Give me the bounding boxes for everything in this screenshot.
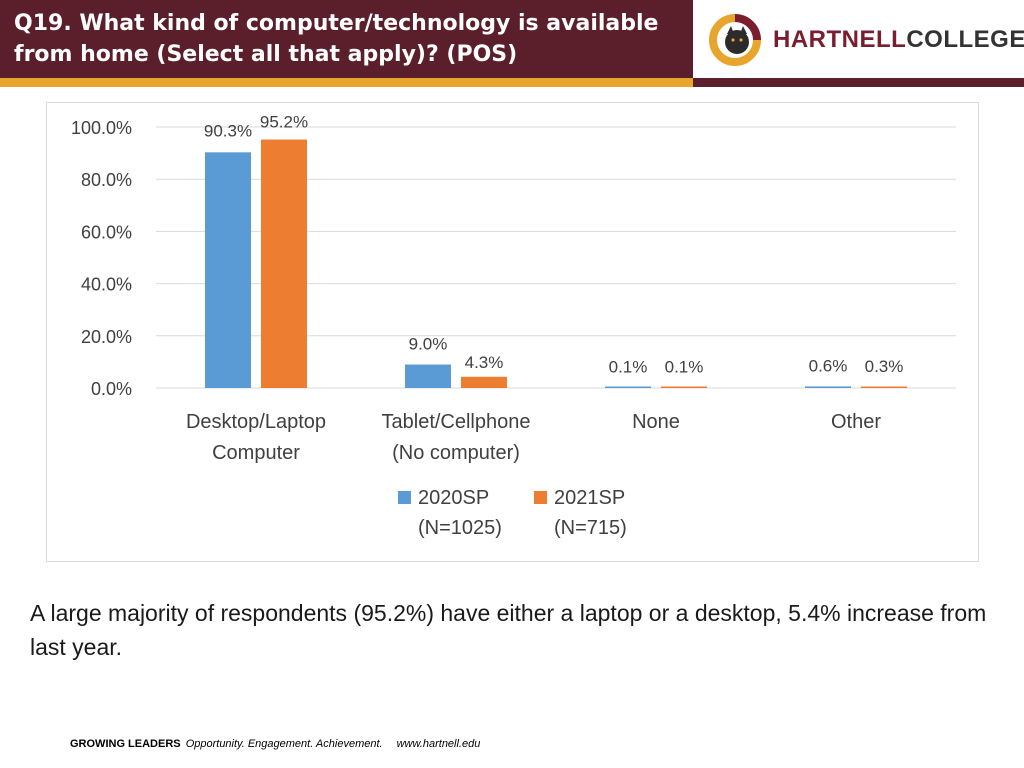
- bar-2020sp: [805, 386, 851, 388]
- header-accent-strip: [0, 78, 1024, 87]
- legend-label: (N=715): [554, 517, 627, 539]
- header-right-strip: [693, 78, 1024, 87]
- y-tick-label: 60.0%: [81, 222, 132, 242]
- data-label: 4.3%: [465, 353, 504, 372]
- page-title: Q19. What kind of computer/technology is…: [14, 11, 659, 67]
- header-banner: Q19. What kind of computer/technology is…: [0, 0, 693, 78]
- y-tick-label: 100.0%: [71, 118, 132, 138]
- logo-text-college: COLLEGE: [906, 26, 1024, 53]
- y-tick-label: 0.0%: [91, 379, 132, 399]
- y-tick-label: 20.0%: [81, 327, 132, 347]
- bar-2020sp: [605, 386, 651, 388]
- data-label: 9.0%: [409, 335, 448, 354]
- footer-brand: GROWING LEADERS: [70, 738, 181, 750]
- legend-label: 2020SP: [418, 487, 489, 509]
- y-tick-label: 40.0%: [81, 275, 132, 295]
- legend-swatch-2021sp: [534, 491, 547, 504]
- logo: HARTNELLCOLLEGE: [693, 0, 1024, 78]
- x-category-label: Desktop/Laptop: [186, 411, 326, 433]
- data-label: 90.3%: [204, 121, 252, 140]
- footer-url: www.hartnell.edu: [396, 738, 481, 750]
- x-category-label: (No computer): [392, 442, 520, 464]
- bar-2021sp: [461, 376, 507, 388]
- bar-2020sp: [205, 152, 251, 388]
- bar-2021sp: [661, 386, 707, 388]
- legend-label: 2021SP: [554, 487, 625, 509]
- logo-text-hartnell: HARTNELL: [773, 26, 907, 53]
- bar-2021sp: [861, 386, 907, 388]
- data-label: 0.1%: [665, 358, 704, 377]
- legend-label: (N=1025): [418, 517, 502, 539]
- panther-logo-icon: [709, 14, 761, 66]
- bar-2021sp: [261, 139, 307, 388]
- footer-motto: Opportunity. Engagement. Achievement.: [185, 738, 383, 750]
- logo-text: HARTNELLCOLLEGE: [773, 26, 1024, 54]
- footer: GROWING LEADERS Opportunity. Engagement.…: [70, 738, 480, 750]
- caption-text: A large majority of respondents (95.2%) …: [30, 600, 987, 660]
- legend-swatch-2020sp: [398, 491, 411, 504]
- data-label: 0.6%: [809, 356, 848, 375]
- data-label: 0.3%: [865, 357, 904, 376]
- bar-chart: 0.0% 20.0% 40.0% 60.0% 80.0% 100.0% 90.3% 95.2%…: [71, 113, 956, 539]
- x-category-label: None: [632, 411, 680, 433]
- x-category-label: Other: [831, 411, 881, 433]
- bar-2020sp: [405, 364, 451, 388]
- chart-frame: [46, 102, 979, 562]
- x-category-label: Computer: [212, 442, 300, 464]
- y-tick-label: 80.0%: [81, 170, 132, 190]
- data-label: 95.2%: [260, 113, 308, 132]
- data-label: 0.1%: [609, 358, 648, 377]
- x-category-label: Tablet/Cellphone: [382, 411, 531, 433]
